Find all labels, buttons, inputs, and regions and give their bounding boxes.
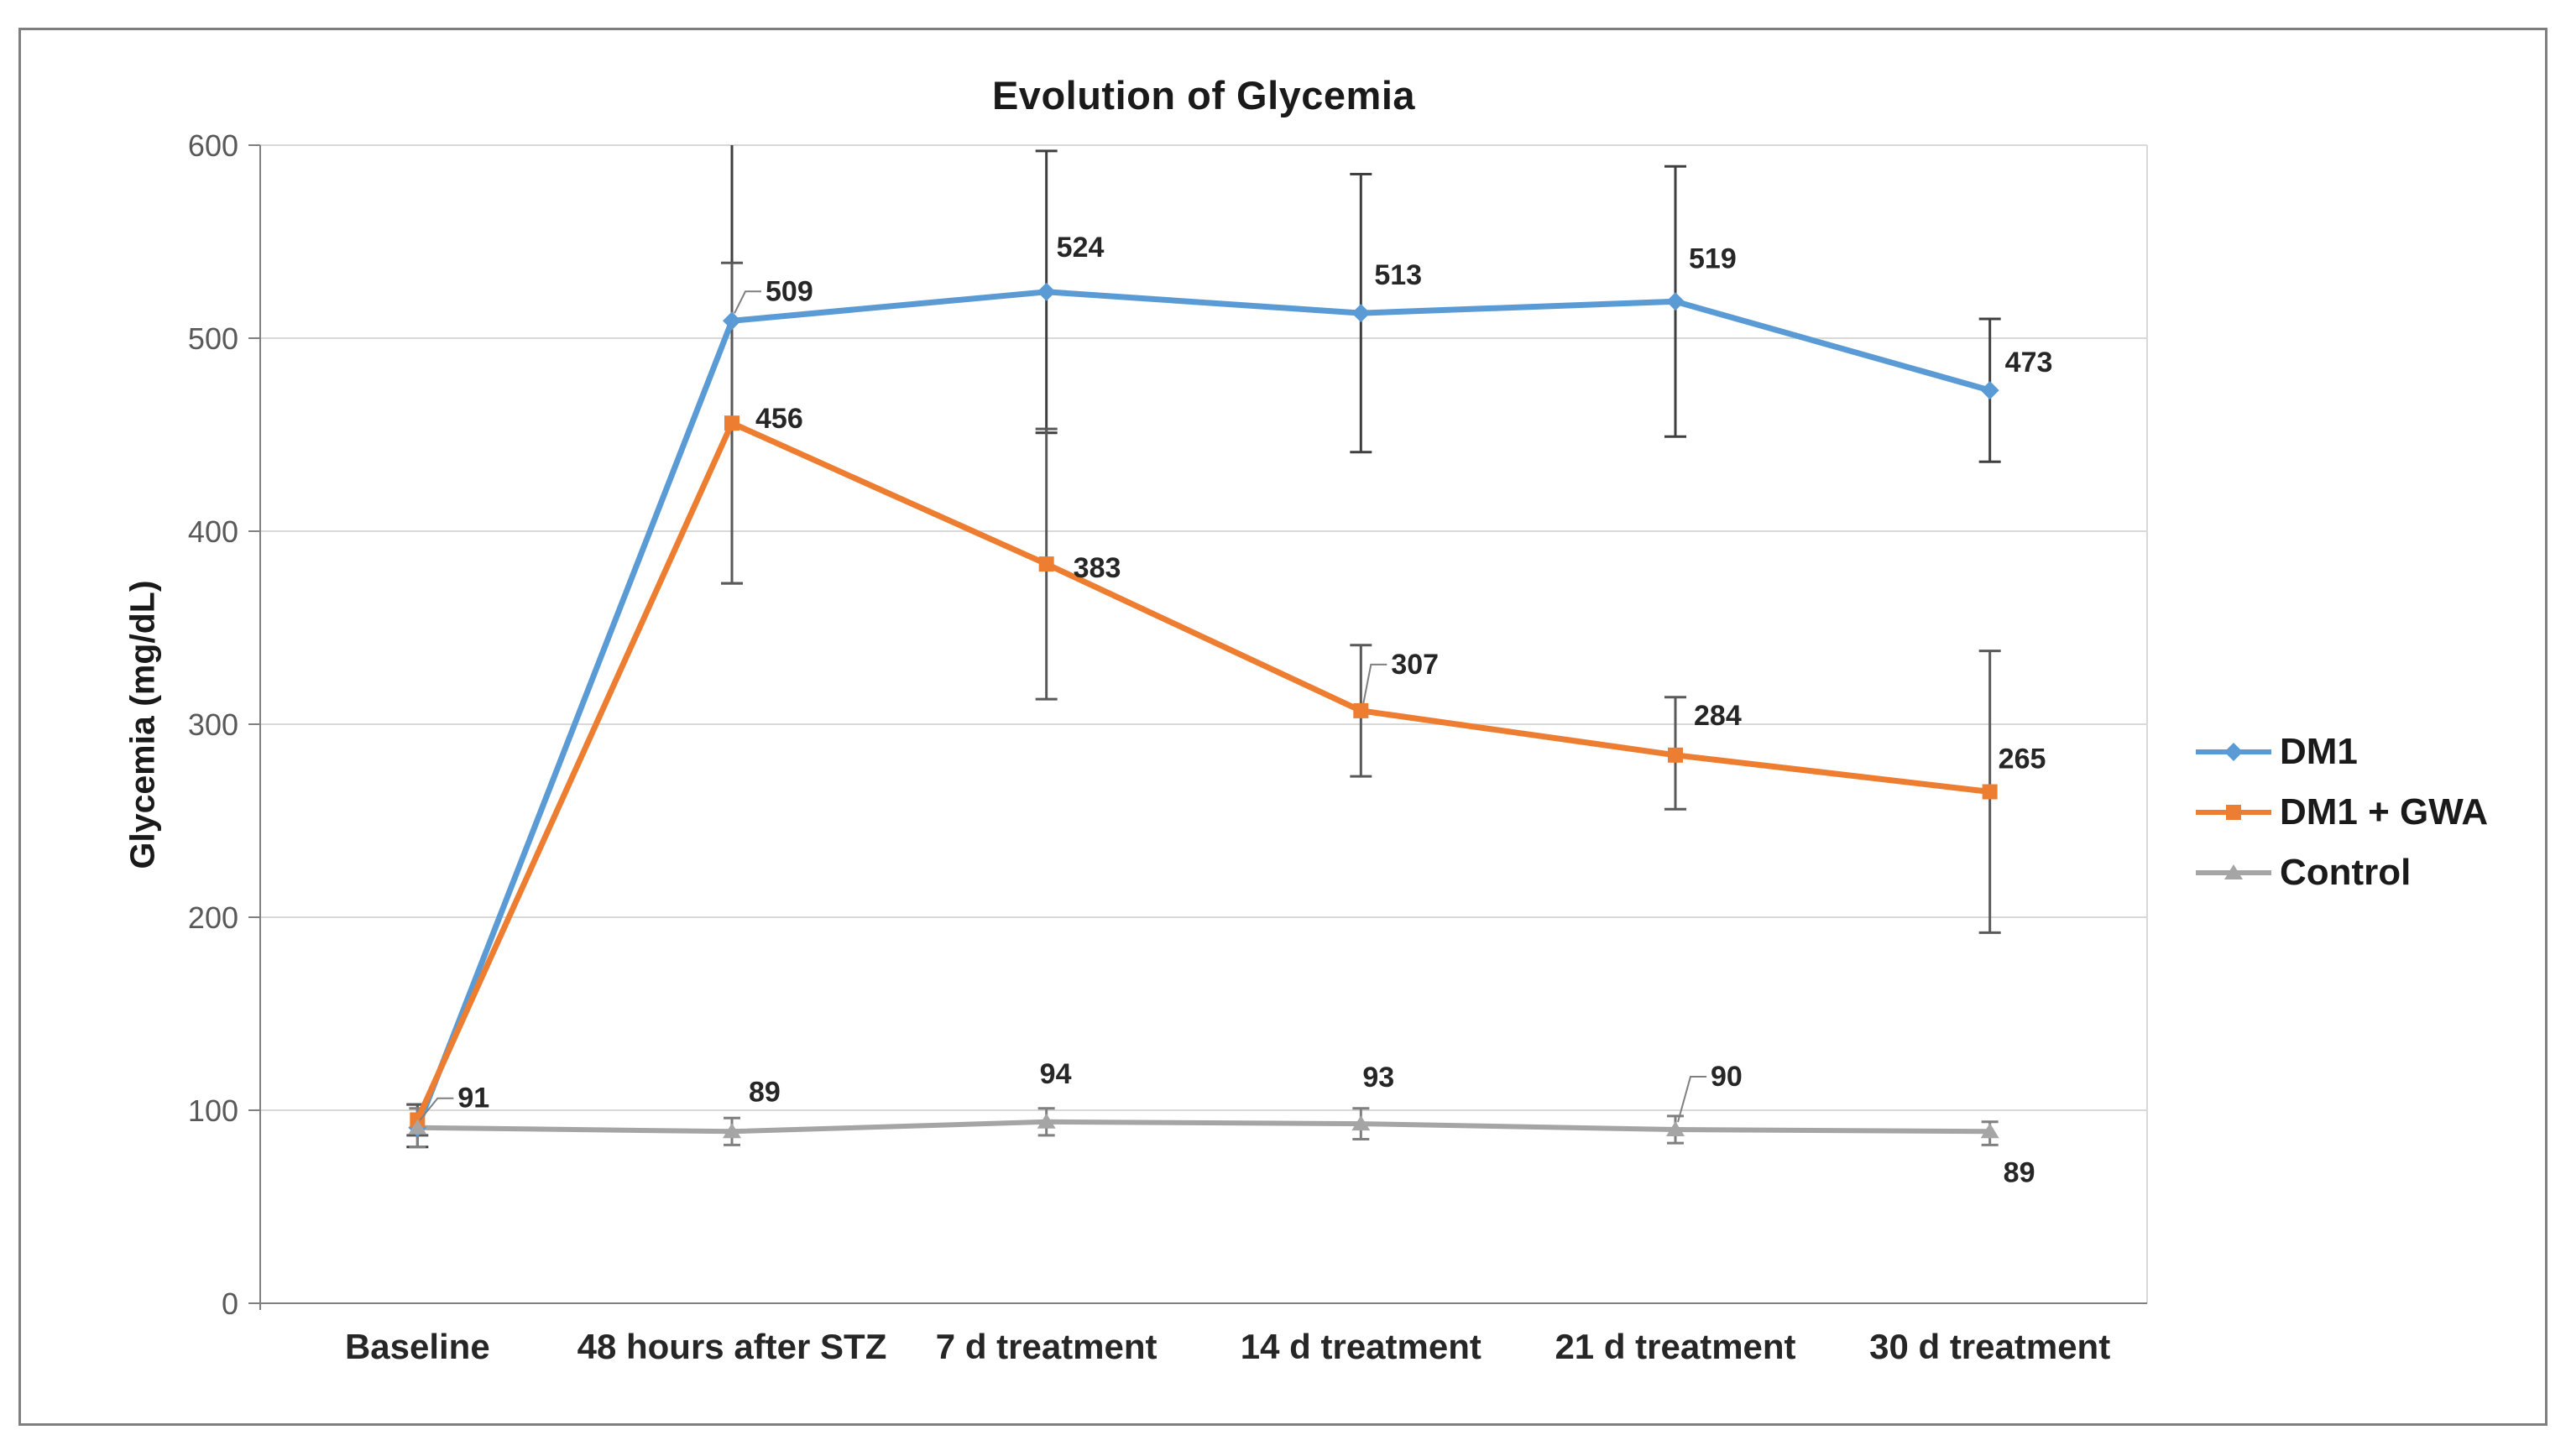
data-label-leader — [1677, 1076, 1706, 1123]
y-tick-label: 100 — [188, 1093, 238, 1128]
data-label-leader — [1362, 663, 1387, 704]
data-point-marker — [2226, 805, 2241, 820]
data-label-leader — [419, 1097, 454, 1121]
data-point-marker — [723, 1123, 741, 1139]
series-line-square — [415, 420, 1991, 1121]
y-tick-label: 400 — [188, 514, 238, 549]
data-point-marker — [1666, 292, 1685, 311]
legend-label: Control — [2280, 852, 2412, 893]
data-point-marker — [1353, 702, 1369, 718]
data-point-marker — [2224, 864, 2243, 879]
figure-border — [18, 28, 2547, 1426]
category-label: Baseline — [345, 1327, 490, 1366]
chart-title: Evolution of Glycemia — [991, 73, 1416, 117]
y-tick-label: 600 — [188, 128, 238, 163]
data-label: 93 — [1362, 1062, 1394, 1093]
category-label: 21 d treatment — [1555, 1327, 1795, 1366]
data-label: 473 — [2005, 347, 2053, 378]
category-label: 14 d treatment — [1241, 1327, 1481, 1366]
data-label: 509 — [766, 275, 813, 307]
series-line-triangle — [417, 1119, 1990, 1135]
legend: DM1 DM1 + GWA Control — [2196, 722, 2488, 903]
data-point-marker — [1980, 381, 1999, 400]
data-point-marker — [1037, 282, 1056, 301]
y-tick-label: 300 — [188, 707, 238, 742]
data-point-marker — [723, 311, 741, 331]
legend-item: Control — [2196, 843, 2488, 903]
data-label: 89 — [2004, 1156, 2035, 1188]
legend-label: DM1 — [2280, 731, 2358, 772]
error-bars-layer — [406, 145, 2001, 1149]
data-point-marker — [1980, 1123, 1999, 1139]
series-line-diamond — [415, 289, 1991, 1129]
legend-marker-diamond — [2196, 743, 2271, 761]
data-label: 94 — [1040, 1058, 1072, 1090]
data-label: 524 — [1057, 232, 1105, 264]
y-tick-label: 500 — [188, 321, 238, 356]
data-label: 519 — [1689, 243, 1737, 274]
data-point-marker — [1666, 1121, 1685, 1136]
legend-item: DM1 + GWA — [2196, 782, 2488, 843]
legend-item: DM1 — [2196, 722, 2488, 782]
category-label: 48 hours after STZ — [577, 1327, 887, 1366]
data-label-leader — [734, 290, 761, 314]
data-point-marker — [1037, 1113, 1056, 1129]
y-tick-label: 0 — [222, 1286, 238, 1321]
data-label: 91 — [457, 1083, 489, 1114]
data-label: 513 — [1374, 259, 1422, 291]
data-label: 89 — [749, 1076, 781, 1108]
data-point-marker — [1038, 556, 1054, 572]
data-point-marker — [1982, 784, 1998, 800]
data-point-marker — [408, 1119, 427, 1135]
data-label: 307 — [1391, 649, 1439, 681]
legend-marker-square — [2196, 805, 2271, 820]
legend-marker-triangle — [2196, 864, 2271, 879]
legend-label: DM1 + GWA — [2280, 791, 2489, 832]
data-point-marker — [2224, 743, 2243, 761]
data-label: 284 — [1694, 700, 1742, 732]
data-point-marker — [1351, 304, 1371, 323]
data-point-marker — [724, 415, 739, 431]
data-point-marker — [1668, 747, 1683, 763]
data-label: 90 — [1711, 1061, 1743, 1093]
y-tick-label: 200 — [188, 900, 238, 935]
data-label: 456 — [755, 403, 803, 435]
data-label: 265 — [1999, 744, 2046, 775]
category-label: 7 d treatment — [936, 1327, 1157, 1366]
data-label: 383 — [1074, 552, 1121, 584]
category-label: 30 d treatment — [1869, 1327, 2110, 1366]
data-point-marker — [1351, 1115, 1371, 1131]
